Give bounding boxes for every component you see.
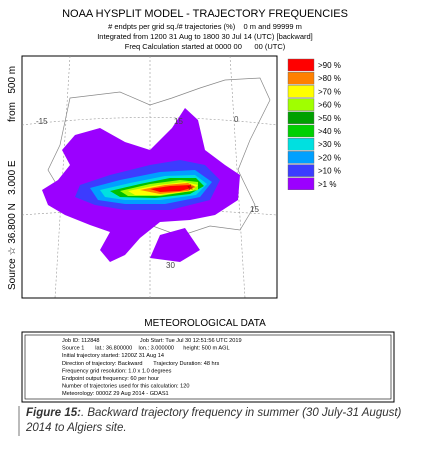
legend-label: >60 %: [318, 101, 341, 110]
freq-band-90: [150, 185, 192, 192]
caption-text: . Backward trajectory frequency in summe…: [26, 407, 402, 434]
side-label: from 500 m: [7, 66, 18, 122]
legend-label: >1 %: [318, 180, 336, 189]
map-label: 15: [174, 117, 183, 126]
info-line: Initial trajectory started: 1200Z 31 Aug…: [62, 353, 164, 359]
legend-swatch: [287, 98, 315, 111]
info-box: [21, 331, 395, 403]
figure: NOAA HYSPLIT MODEL - TRAJECTORY FREQUENC…: [7, 8, 395, 403]
info-line: Frequency grid resolution: 1.0 x 1.0 deg…: [62, 368, 172, 374]
info-line: Number of trajectories used for this cal…: [62, 384, 189, 390]
subtitle: Freq Calculation started at 0000 00 00 (…: [125, 42, 286, 51]
caption: Figure 15:. Backward trajectory frequenc…: [18, 406, 406, 436]
map-label: 15: [250, 205, 259, 214]
info-line: Meteorology: 0000Z 29 Aug 2014 - GDAS1: [62, 391, 169, 397]
legend-swatch: [287, 111, 315, 125]
subtitle: Integrated from 1200 31 Aug to 1800 30 J…: [97, 32, 313, 41]
legend: >90 % >80 % >70 % >60 % >50 % >40 % >30 % >20 %…: [287, 58, 341, 191]
legend-swatch: [287, 177, 315, 191]
info-lines: Job ID: 112848 Job Start: Tue Jul 30 12:…: [62, 338, 242, 397]
info-line: Direction of trajectory: Backward Trajec…: [62, 361, 220, 367]
legend-swatch: [287, 85, 315, 98]
info-line: Job ID: 112848 Job Start: Tue Jul 30 12:…: [62, 338, 242, 344]
legend-label: >90 %: [318, 61, 341, 70]
legend-label: >10 %: [318, 167, 341, 176]
section-title: METEOROLOGICAL DATA: [144, 318, 266, 329]
legend-label: >70 %: [318, 87, 341, 96]
freq-band-1: [150, 228, 200, 262]
info-line: Source 1 lat.: 36.800000 lon.: 3.000000 …: [62, 346, 230, 352]
info-box-inner: [24, 334, 392, 400]
legend-swatch: [287, 124, 315, 138]
side-label: Source ☆ 36.800 N 3.000 E: [7, 160, 18, 290]
legend-swatch: [287, 137, 315, 151]
legend-label: >30 %: [318, 140, 341, 149]
caption-label: Figure 15:: [26, 407, 81, 419]
map: ☆ -15 15 0 15 30: [21, 55, 278, 299]
legend-label: >80 %: [318, 74, 341, 83]
legend-label: >50 %: [318, 114, 341, 123]
info-line: Endpoint output frequency: 60 per hour: [62, 376, 159, 382]
map-label: 0: [234, 115, 239, 124]
legend-swatch: [287, 164, 315, 177]
legend-label: >40 %: [318, 127, 341, 136]
title: NOAA HYSPLIT MODEL - TRAJECTORY FREQUENC…: [62, 8, 348, 20]
map-label: -15: [36, 117, 48, 126]
map-label: 30: [166, 261, 175, 270]
legend-swatch: [287, 58, 315, 72]
subtitle: # endpts per grid sq./# trajectories (%)…: [108, 22, 302, 31]
legend-swatch: [287, 151, 315, 164]
source-marker: ☆: [187, 183, 194, 192]
legend-label: >20 %: [318, 153, 341, 162]
legend-swatch: [287, 71, 315, 85]
